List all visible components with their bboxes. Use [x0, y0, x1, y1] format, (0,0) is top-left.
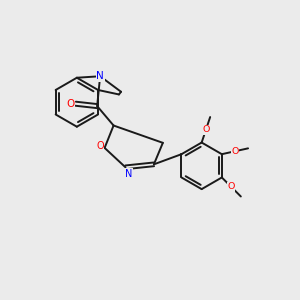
Text: O: O: [231, 147, 239, 156]
Text: O: O: [96, 140, 104, 151]
Text: O: O: [202, 125, 210, 134]
Text: O: O: [66, 99, 75, 109]
Text: N: N: [125, 169, 132, 179]
Text: O: O: [228, 182, 235, 191]
Text: N: N: [96, 71, 104, 81]
